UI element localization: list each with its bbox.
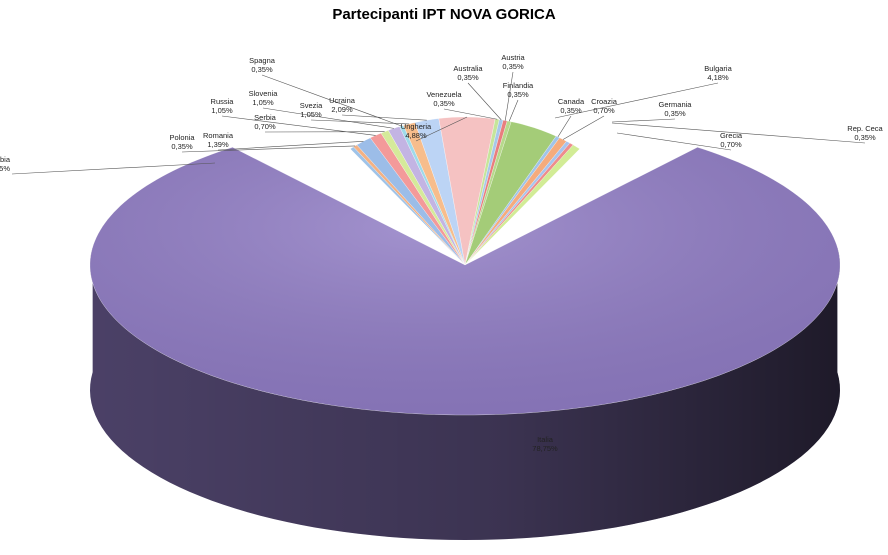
slice-value-romania: 1,39% (207, 140, 229, 149)
slice-grecia (464, 144, 581, 266)
slice-value-ucraina: 2,09% (331, 105, 353, 114)
slice-value-slovenia: 1,05% (252, 98, 274, 107)
slice-label-spagna: Spagna (249, 56, 276, 65)
slice-value-croazia: 0,70% (593, 106, 615, 115)
slice-label-croazia: Croazia (591, 97, 618, 106)
slice-rep-ceca (464, 142, 574, 266)
slice-label-australia: Australia (453, 64, 483, 73)
slice-svezia (403, 122, 466, 266)
leader-line-ungheria (415, 116, 468, 142)
leader-line-australia (467, 82, 502, 121)
slice-side-shade (90, 247, 840, 540)
slice-label-serbia: Serbia (254, 113, 277, 122)
leader-line-rep-ceca (611, 122, 866, 144)
slice-polonia (353, 144, 466, 266)
slice-label-bulgaria: Bulgaria (704, 64, 732, 73)
slice-libia (349, 146, 466, 266)
slice-value-grecia: 0,70% (720, 140, 742, 149)
slice-label-ucraina: Ucraina (329, 96, 356, 105)
slice-label-italia: Italia (537, 435, 554, 444)
slice-value-libia: 0,35% (0, 164, 10, 173)
leader-line-russia (221, 115, 376, 136)
leader-line-venezuela (443, 108, 498, 120)
slice-value-italia: 78,75% (532, 444, 558, 453)
slice-label-slovenia: Slovenia (249, 89, 279, 98)
leader-line-austria (504, 71, 514, 121)
leader-line-ucraina (341, 114, 427, 121)
leader-line-canada (557, 115, 572, 138)
leader-line-bulgaria (554, 82, 719, 119)
slice-label-germania: Germania (659, 100, 693, 109)
slice-value-ungheria: 4,88% (405, 131, 427, 140)
leader-line-libia (11, 162, 216, 175)
slice-value-svezia: 1,05% (300, 110, 322, 119)
slice-label-polonia: Polonia (169, 133, 195, 142)
leader-line-romania (217, 140, 364, 151)
leader-line-grecia (616, 132, 732, 151)
slice-label-austria: Austria (501, 53, 525, 62)
slice-value-rep-ceca: 0,35% (854, 133, 876, 142)
slice-label-russia: Russia (211, 97, 235, 106)
slice-romania (356, 137, 466, 266)
slice-label-rep-ceca: Rep. Ceca (847, 124, 883, 133)
slice-value-bulgaria: 4,18% (707, 73, 729, 82)
slice-label-svezia: Svezia (300, 101, 323, 110)
slice-label-grecia: Grecia (720, 131, 743, 140)
slice-label-canada: Canada (558, 97, 585, 106)
slice-spagna (399, 125, 466, 266)
slice-value-austria: 0,35% (502, 62, 524, 71)
slice-label-romania: Romania (203, 131, 234, 140)
slice-value-finlandia: 0,35% (507, 90, 529, 99)
slice-value-russia: 1,05% (211, 106, 233, 115)
slice-value-australia: 0,35% (457, 73, 479, 82)
leader-line-slovenia (262, 107, 394, 129)
slice-label-venezuela: Venezuela (426, 90, 462, 99)
leader-line-svezia (310, 119, 410, 125)
slice-label-libia: Libia (0, 155, 11, 164)
leader-line-finlandia (508, 99, 519, 122)
slice-value-serbia: 0,70% (254, 122, 276, 131)
slice-germania (464, 141, 571, 266)
slice-value-canada: 0,35% (560, 106, 582, 115)
chart-title: Partecipanti IPT NOVA GORICA (332, 6, 556, 23)
slice-value-spagna: 0,35% (251, 65, 273, 74)
slice-label-finlandia: Finlandia (503, 81, 534, 90)
slice-value-germania: 0,35% (664, 109, 686, 118)
slice-top-shade (90, 147, 840, 416)
slice-label-ungheria: Ungheria (401, 122, 432, 131)
leader-line-croazia (562, 115, 605, 140)
slice-value-polonia: 0,35% (171, 142, 193, 151)
slice-value-venezuela: 0,35% (433, 99, 455, 108)
leader-line-polonia (181, 145, 356, 153)
leader-line-germania (611, 118, 676, 123)
slice-bulgaria (464, 121, 557, 266)
